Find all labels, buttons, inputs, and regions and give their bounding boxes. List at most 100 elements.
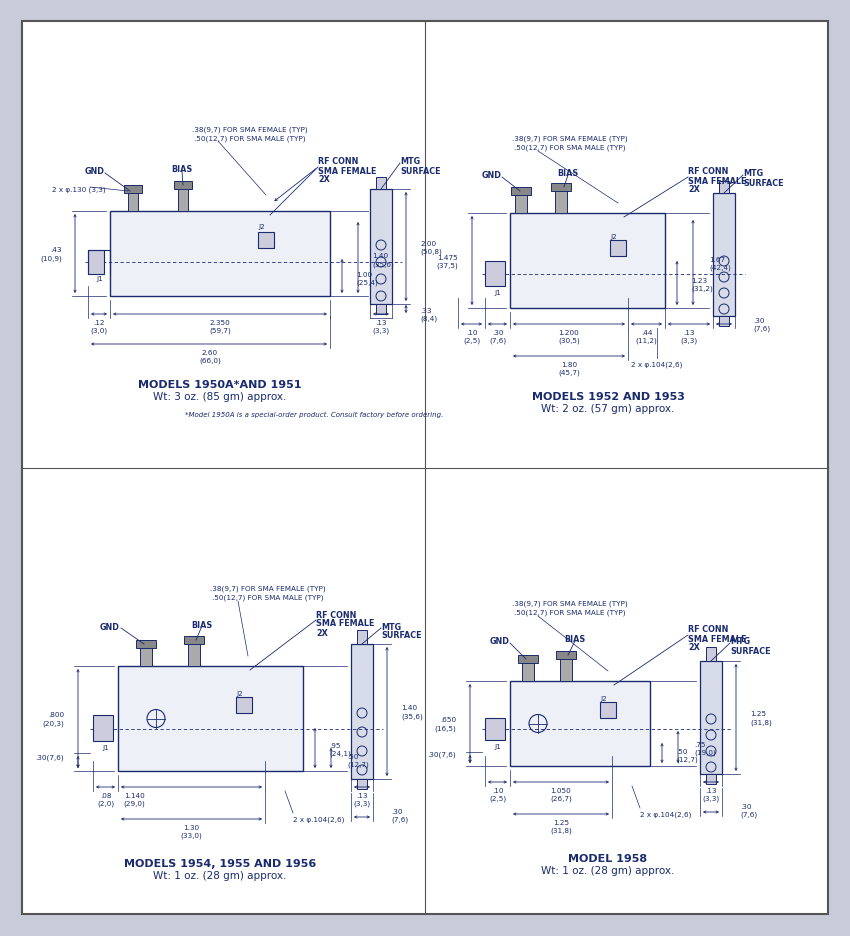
Text: 1.050: 1.050 xyxy=(551,787,571,793)
Text: (8,4): (8,4) xyxy=(420,315,437,322)
Text: (7,6): (7,6) xyxy=(740,811,757,817)
Text: 1.40: 1.40 xyxy=(401,705,417,710)
Text: .75: .75 xyxy=(694,741,705,747)
Bar xyxy=(258,233,274,249)
Text: Wt: 3 oz. (85 gm) approx.: Wt: 3 oz. (85 gm) approx. xyxy=(153,391,286,402)
Text: MODELS 1954, 1955 AND 1956: MODELS 1954, 1955 AND 1956 xyxy=(124,858,316,868)
Text: (3,0): (3,0) xyxy=(90,328,108,334)
Text: (3,3): (3,3) xyxy=(372,328,389,334)
Text: 2X: 2X xyxy=(318,175,330,184)
Text: .30: .30 xyxy=(740,803,751,809)
Text: J2: J2 xyxy=(236,690,243,696)
Bar xyxy=(518,655,538,664)
Bar xyxy=(118,666,303,771)
Text: .38(9,7) FOR SMA FEMALE (TYP): .38(9,7) FOR SMA FEMALE (TYP) xyxy=(513,600,628,607)
Bar xyxy=(376,305,386,314)
Bar xyxy=(515,194,527,213)
Text: .50(12,7) FOR SMA MALE (TYP): .50(12,7) FOR SMA MALE (TYP) xyxy=(212,594,324,601)
Text: (37,5): (37,5) xyxy=(436,262,458,269)
Text: 2.60: 2.60 xyxy=(202,350,218,356)
Bar xyxy=(555,190,567,213)
Text: 2X: 2X xyxy=(688,643,700,651)
Bar xyxy=(128,192,138,212)
Text: Wt: 1 oz. (28 gm) approx.: Wt: 1 oz. (28 gm) approx. xyxy=(153,870,286,880)
Text: 1.67: 1.67 xyxy=(709,256,725,262)
Text: .95: .95 xyxy=(329,742,341,748)
Text: SURFACE: SURFACE xyxy=(730,646,770,655)
Text: MODELS 1952 AND 1953: MODELS 1952 AND 1953 xyxy=(531,391,684,402)
Text: MTG: MTG xyxy=(381,622,401,631)
Bar xyxy=(610,241,626,256)
Text: 2.350: 2.350 xyxy=(210,320,230,326)
Text: (33,0): (33,0) xyxy=(180,832,202,839)
Text: (35,6): (35,6) xyxy=(372,261,394,268)
Text: .50: .50 xyxy=(347,753,359,759)
Text: (66,0): (66,0) xyxy=(199,358,221,364)
Bar xyxy=(357,630,367,644)
Bar xyxy=(510,213,665,309)
Text: (3,3): (3,3) xyxy=(681,337,698,344)
Text: J1: J1 xyxy=(96,276,103,282)
Text: SMA FEMALE: SMA FEMALE xyxy=(316,619,374,628)
Bar xyxy=(700,662,722,774)
Text: 1.00: 1.00 xyxy=(356,271,372,278)
Text: (12,7): (12,7) xyxy=(347,761,369,768)
Text: .13: .13 xyxy=(706,787,717,793)
Text: BIAS: BIAS xyxy=(172,166,193,174)
Text: .10: .10 xyxy=(467,329,478,336)
Text: 1.80: 1.80 xyxy=(561,361,577,368)
Bar xyxy=(556,651,576,659)
Text: (20,3): (20,3) xyxy=(42,720,64,726)
Bar xyxy=(376,178,386,190)
Bar xyxy=(110,212,330,297)
Text: 1.23: 1.23 xyxy=(691,278,707,284)
Bar xyxy=(719,182,729,194)
Text: 2.00: 2.00 xyxy=(420,241,436,246)
Text: .50: .50 xyxy=(676,748,688,754)
Text: (7,6): (7,6) xyxy=(753,326,770,332)
Bar xyxy=(178,188,188,212)
Text: (59,7): (59,7) xyxy=(209,328,231,334)
Text: MTG: MTG xyxy=(743,169,763,179)
Text: MODEL 1958: MODEL 1958 xyxy=(569,853,648,863)
Text: (2,5): (2,5) xyxy=(463,337,480,344)
Bar xyxy=(174,182,192,190)
Bar xyxy=(124,186,142,194)
Text: MTG: MTG xyxy=(400,157,420,167)
Text: .10: .10 xyxy=(492,787,504,793)
Bar xyxy=(485,262,505,286)
Text: 2 x φ.104(2,6): 2 x φ.104(2,6) xyxy=(640,811,691,817)
Text: SMA FEMALE: SMA FEMALE xyxy=(318,167,377,175)
Text: (7,6): (7,6) xyxy=(391,816,408,823)
Bar xyxy=(485,718,505,740)
Text: (45,7): (45,7) xyxy=(558,370,580,376)
Text: (31,8): (31,8) xyxy=(750,719,772,725)
Bar xyxy=(370,190,392,305)
Text: SMA FEMALE: SMA FEMALE xyxy=(688,634,746,643)
Text: J1: J1 xyxy=(495,289,502,296)
Text: .38(9,7) FOR SMA FEMALE (TYP): .38(9,7) FOR SMA FEMALE (TYP) xyxy=(513,136,628,142)
Text: J2: J2 xyxy=(610,234,617,240)
Text: (3,3): (3,3) xyxy=(354,800,371,807)
Text: (10,9): (10,9) xyxy=(40,255,62,261)
Bar xyxy=(93,715,113,741)
Text: GND: GND xyxy=(100,622,120,631)
Text: J2: J2 xyxy=(258,224,264,229)
Text: .30: .30 xyxy=(753,317,764,324)
Text: .650: .650 xyxy=(439,717,456,723)
Text: SURFACE: SURFACE xyxy=(743,179,784,187)
Text: MODELS 1950A*AND 1951: MODELS 1950A*AND 1951 xyxy=(139,380,302,389)
Text: 2 x φ.104(2,6): 2 x φ.104(2,6) xyxy=(293,816,344,823)
Text: Wt: 1 oz. (28 gm) approx.: Wt: 1 oz. (28 gm) approx. xyxy=(541,865,675,875)
Text: BIAS: BIAS xyxy=(191,620,212,629)
Text: (31,2): (31,2) xyxy=(691,285,713,292)
Bar xyxy=(706,648,716,662)
Bar xyxy=(351,644,373,779)
Text: 1.475: 1.475 xyxy=(437,255,458,260)
Text: RF CONN: RF CONN xyxy=(318,157,359,167)
Text: .43: .43 xyxy=(50,247,62,254)
Bar xyxy=(522,662,534,681)
Text: .50(12,7) FOR SMA MALE (TYP): .50(12,7) FOR SMA MALE (TYP) xyxy=(514,144,626,151)
Text: (19,0): (19,0) xyxy=(694,749,716,755)
Text: .38(9,7) FOR SMA FEMALE (TYP): .38(9,7) FOR SMA FEMALE (TYP) xyxy=(192,126,308,133)
